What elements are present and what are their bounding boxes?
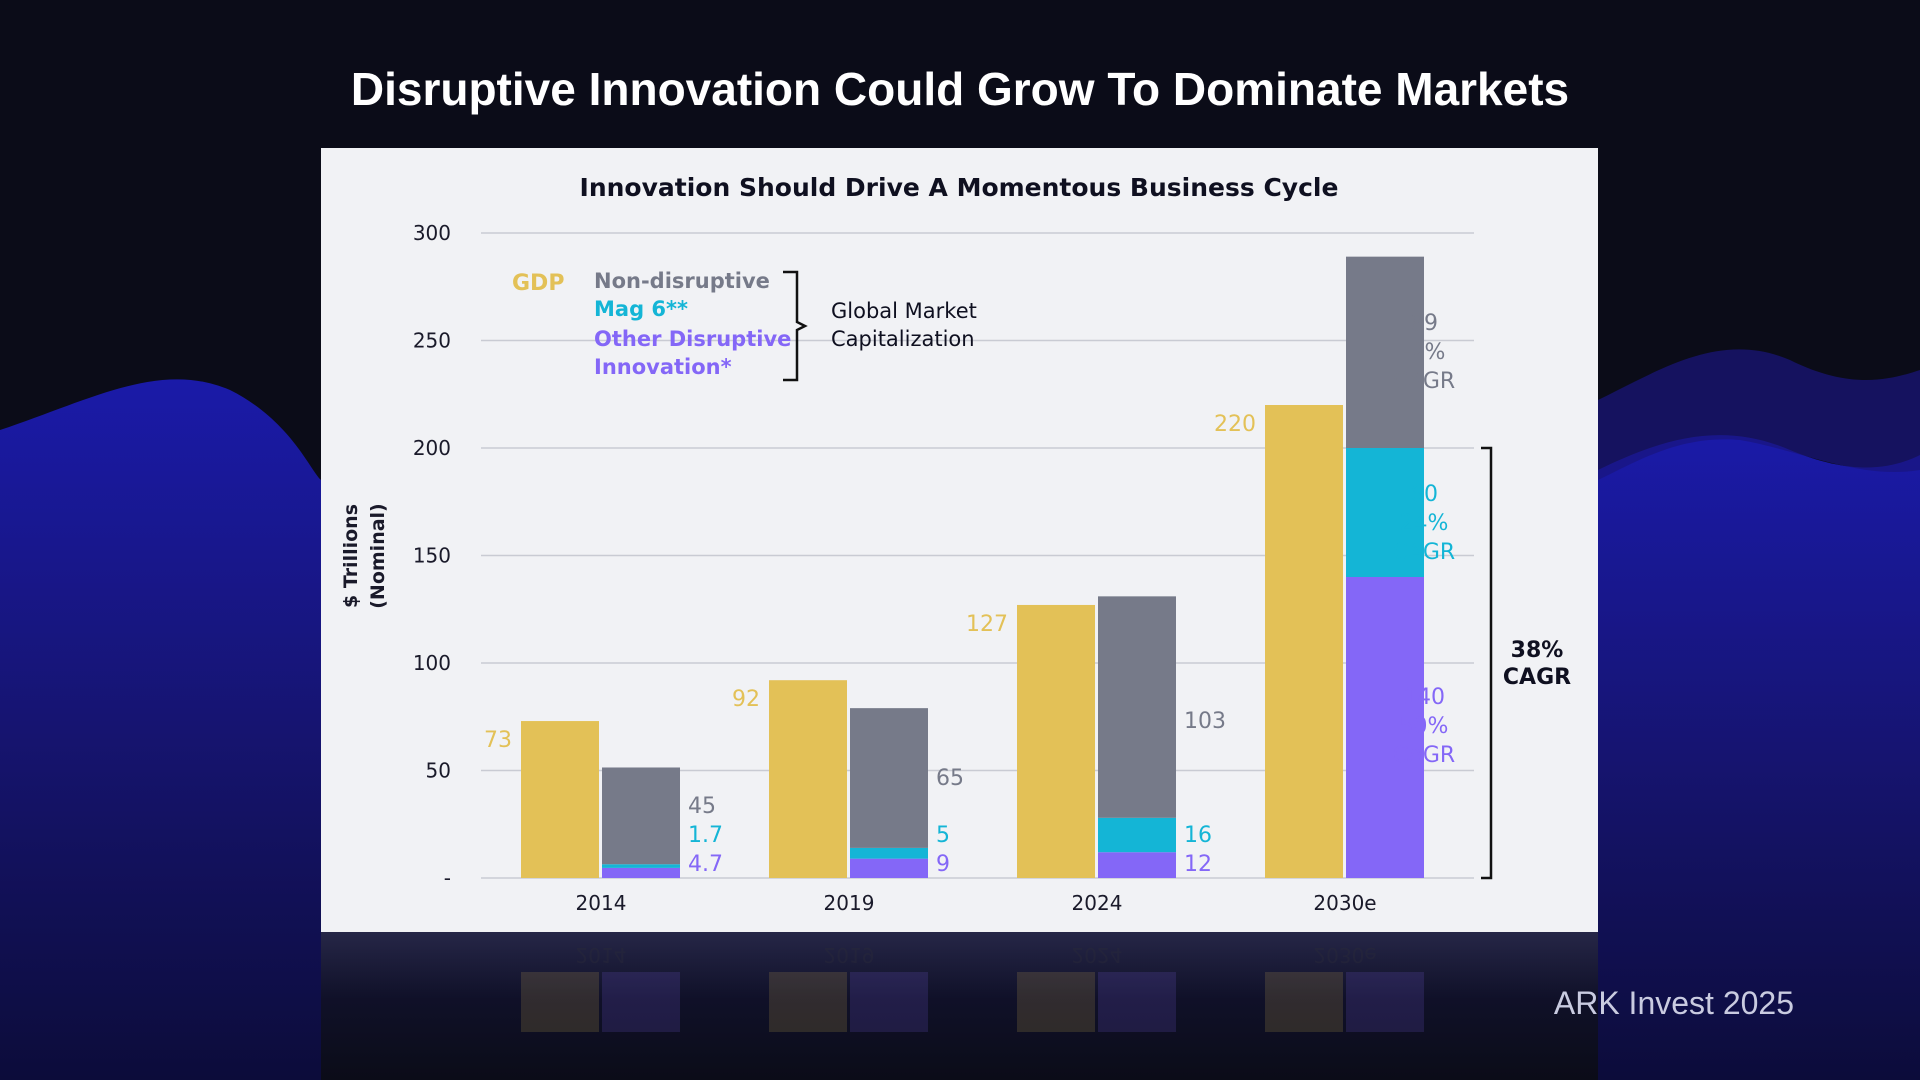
other-disruptive-value-label: 4.7 bbox=[688, 852, 723, 877]
reflected-bar bbox=[602, 972, 680, 1032]
mag6-value-label: 1.7 bbox=[688, 823, 723, 848]
legend-brace bbox=[783, 270, 808, 382]
reflected-bar bbox=[1265, 972, 1343, 1032]
y-axis-label: $ Trillions bbox=[340, 504, 362, 608]
reflected-x-tick-label: 2030e bbox=[1313, 943, 1376, 967]
reflected-bar bbox=[1017, 972, 1095, 1032]
reflected-bar bbox=[521, 972, 599, 1032]
x-tick-label: 2014 bbox=[576, 891, 627, 915]
y-tick-label: 250 bbox=[413, 329, 451, 353]
non-disruptive-value-label: 103 bbox=[1184, 709, 1226, 734]
reflection-graphic: 2014 2019 2024 2030e bbox=[521, 943, 1424, 1032]
other-disruptive-2030-label: 50% bbox=[1400, 714, 1449, 739]
other-disruptive-bar bbox=[602, 867, 680, 878]
other-disruptive-bar bbox=[1098, 852, 1176, 878]
reflected-bar bbox=[769, 972, 847, 1032]
reflected-x-tick-label: 2024 bbox=[1072, 943, 1123, 967]
gdp-bar bbox=[769, 680, 847, 878]
gdp-value-label: 92 bbox=[732, 687, 760, 712]
non-disruptive-value-label: 65 bbox=[936, 766, 964, 791]
reflected-bar bbox=[850, 972, 928, 1032]
x-tick-label: 2030e bbox=[1313, 891, 1376, 915]
mag6-2030-label: 60 bbox=[1410, 482, 1438, 507]
non-disruptive-bar bbox=[602, 767, 680, 865]
non-disruptive-bar bbox=[1098, 596, 1176, 818]
other-disruptive-bar bbox=[1346, 577, 1424, 878]
x-tick-label: 2019 bbox=[824, 891, 875, 915]
other-disruptive-2030-label: 140 bbox=[1403, 685, 1445, 710]
non-disruptive-2030-label: -2% bbox=[1403, 340, 1446, 365]
reflected-x-tick-label: 2014 bbox=[576, 943, 627, 967]
mag6-2030-label: 24% bbox=[1400, 511, 1449, 536]
mag6-bar bbox=[1098, 817, 1176, 853]
other-disruptive-value-label: 12 bbox=[1184, 852, 1212, 877]
reflected-bar bbox=[1346, 972, 1424, 1032]
y-tick-label: 200 bbox=[413, 436, 451, 460]
chart-reflection: 2014 2019 2024 2030e bbox=[321, 932, 1598, 1080]
gdp-value-label: 127 bbox=[966, 612, 1008, 637]
y-axis-label-units: (Nominal) bbox=[367, 503, 389, 609]
gdp-bar bbox=[521, 721, 599, 878]
y-tick-label: - bbox=[444, 866, 451, 890]
mag6-value-label: 16 bbox=[1184, 823, 1212, 848]
legend-other-disruptive-line2: Innovation* bbox=[594, 355, 732, 379]
non-disruptive-2030-label: CAGR bbox=[1393, 369, 1455, 394]
reflected-bar bbox=[1098, 972, 1176, 1032]
mag6-bar bbox=[850, 847, 928, 859]
gdp-value-label: 73 bbox=[484, 728, 512, 753]
y-tick-label: 50 bbox=[426, 759, 451, 783]
total-cagr-sublabel: CAGR bbox=[1503, 665, 1571, 690]
slide-title: Disruptive Innovation Could Grow To Domi… bbox=[350, 63, 1570, 115]
legend-gdp: GDP bbox=[512, 271, 564, 296]
x-tick-label: 2024 bbox=[1072, 891, 1123, 915]
y-tick-label: 300 bbox=[413, 221, 451, 245]
gdp-bar bbox=[1265, 405, 1343, 878]
legend-bracket-label-line2: Capitalization bbox=[831, 327, 975, 351]
other-disruptive-value-label: 9 bbox=[936, 852, 950, 877]
legend-bracket-label: Global Market bbox=[831, 299, 977, 323]
legend-other-disruptive: Other Disruptive bbox=[594, 327, 791, 351]
legend-mag6: Mag 6** bbox=[594, 297, 688, 321]
non-disruptive-2030-label: 89 bbox=[1410, 311, 1438, 336]
reflected-x-tick-label: 2019 bbox=[824, 943, 875, 967]
mag6-value-label: 5 bbox=[936, 823, 950, 848]
y-tick-label: 100 bbox=[413, 651, 451, 675]
y-tick-label: 150 bbox=[413, 544, 451, 568]
bar-chart: Innovation Should Drive A Momentous Busi… bbox=[340, 173, 1571, 915]
other-disruptive-2030-label: CAGR bbox=[1393, 743, 1455, 768]
mag6-bar bbox=[1346, 448, 1424, 577]
mag6-2030-label: CAGR bbox=[1393, 540, 1455, 565]
gdp-value-label: 220 bbox=[1214, 412, 1256, 437]
mag6-bar bbox=[602, 864, 680, 868]
other-disruptive-bar bbox=[850, 858, 928, 878]
non-disruptive-value-label: 45 bbox=[688, 794, 716, 819]
gdp-bar bbox=[1017, 604, 1095, 878]
cagr-bracket bbox=[1481, 446, 1493, 880]
chart-title: Innovation Should Drive A Momentous Busi… bbox=[580, 173, 1339, 202]
non-disruptive-bar bbox=[1346, 256, 1424, 448]
non-disruptive-bar bbox=[850, 708, 928, 848]
legend-non-disruptive: Non-disruptive bbox=[594, 269, 770, 293]
source-credit: ARK Invest 2025 bbox=[1553, 985, 1794, 1021]
total-cagr-label: 38% bbox=[1511, 638, 1564, 663]
chart-panel: Innovation Should Drive A Momentous Busi… bbox=[321, 148, 1598, 932]
